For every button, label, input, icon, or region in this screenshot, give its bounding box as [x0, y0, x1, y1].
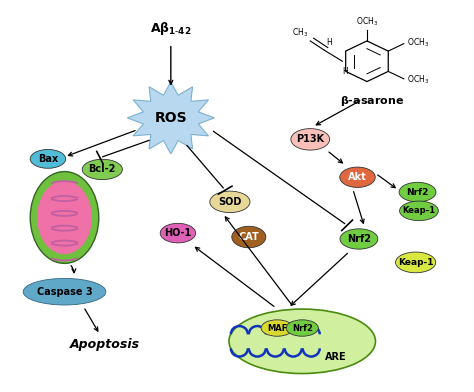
Text: H: H [326, 38, 332, 47]
Text: Nrf2: Nrf2 [292, 323, 313, 332]
Ellipse shape [340, 229, 378, 249]
Text: OCH$_3$: OCH$_3$ [407, 36, 429, 49]
Text: Nrf2: Nrf2 [406, 188, 428, 197]
Text: Akt: Akt [348, 172, 367, 182]
Text: Apoptosis: Apoptosis [70, 338, 140, 351]
Text: HO-1: HO-1 [164, 228, 191, 238]
Ellipse shape [229, 309, 375, 374]
Ellipse shape [210, 191, 250, 212]
Text: MAF: MAF [267, 323, 287, 332]
Text: H: H [342, 67, 347, 76]
Text: OCH$_3$: OCH$_3$ [407, 74, 429, 86]
Text: OCH$_3$: OCH$_3$ [356, 16, 378, 29]
Ellipse shape [37, 181, 92, 254]
Text: CH$_3$: CH$_3$ [292, 26, 308, 38]
Text: Keap-1: Keap-1 [402, 206, 436, 215]
Ellipse shape [399, 182, 436, 202]
Text: Keap-1: Keap-1 [398, 258, 433, 267]
Ellipse shape [30, 149, 66, 168]
Text: ARE: ARE [325, 352, 346, 362]
Ellipse shape [160, 223, 196, 243]
Text: Caspase 3: Caspase 3 [36, 287, 92, 297]
Ellipse shape [232, 226, 266, 248]
Text: CAT: CAT [238, 232, 259, 242]
Text: Bcl-2: Bcl-2 [89, 164, 116, 174]
Ellipse shape [82, 159, 122, 180]
Ellipse shape [23, 278, 106, 305]
Ellipse shape [400, 201, 438, 221]
Text: P13K: P13K [296, 134, 324, 144]
Ellipse shape [340, 167, 375, 187]
Ellipse shape [291, 129, 329, 150]
Ellipse shape [396, 252, 436, 273]
Ellipse shape [261, 320, 293, 336]
Text: SOD: SOD [218, 197, 242, 207]
Text: Bax: Bax [38, 154, 58, 164]
Text: Nrf2: Nrf2 [347, 234, 371, 244]
Text: $\bf{\beta}$-asarone: $\bf{\beta}$-asarone [339, 94, 404, 109]
Polygon shape [128, 82, 214, 154]
Ellipse shape [286, 320, 318, 336]
Ellipse shape [30, 172, 99, 263]
Text: A$\mathbf{\beta_{1\text{-}42}}$: A$\mathbf{\beta_{1\text{-}42}}$ [150, 20, 191, 36]
Text: ROS: ROS [155, 111, 187, 125]
